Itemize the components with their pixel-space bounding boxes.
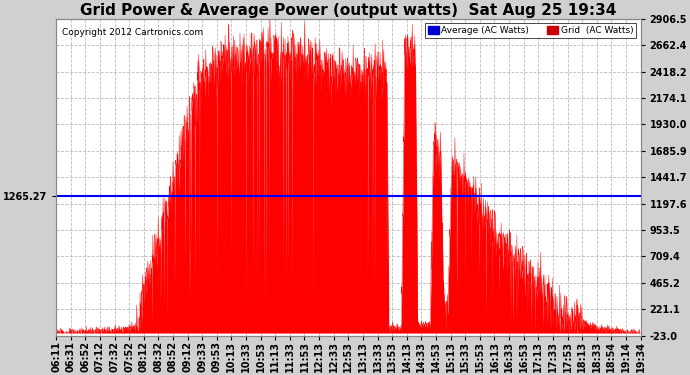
Legend: Average (AC Watts), Grid  (AC Watts): Average (AC Watts), Grid (AC Watts) <box>425 24 636 38</box>
Text: Copyright 2012 Cartronics.com: Copyright 2012 Cartronics.com <box>62 28 203 38</box>
Title: Grid Power & Average Power (output watts)  Sat Aug 25 19:34: Grid Power & Average Power (output watts… <box>80 3 616 18</box>
